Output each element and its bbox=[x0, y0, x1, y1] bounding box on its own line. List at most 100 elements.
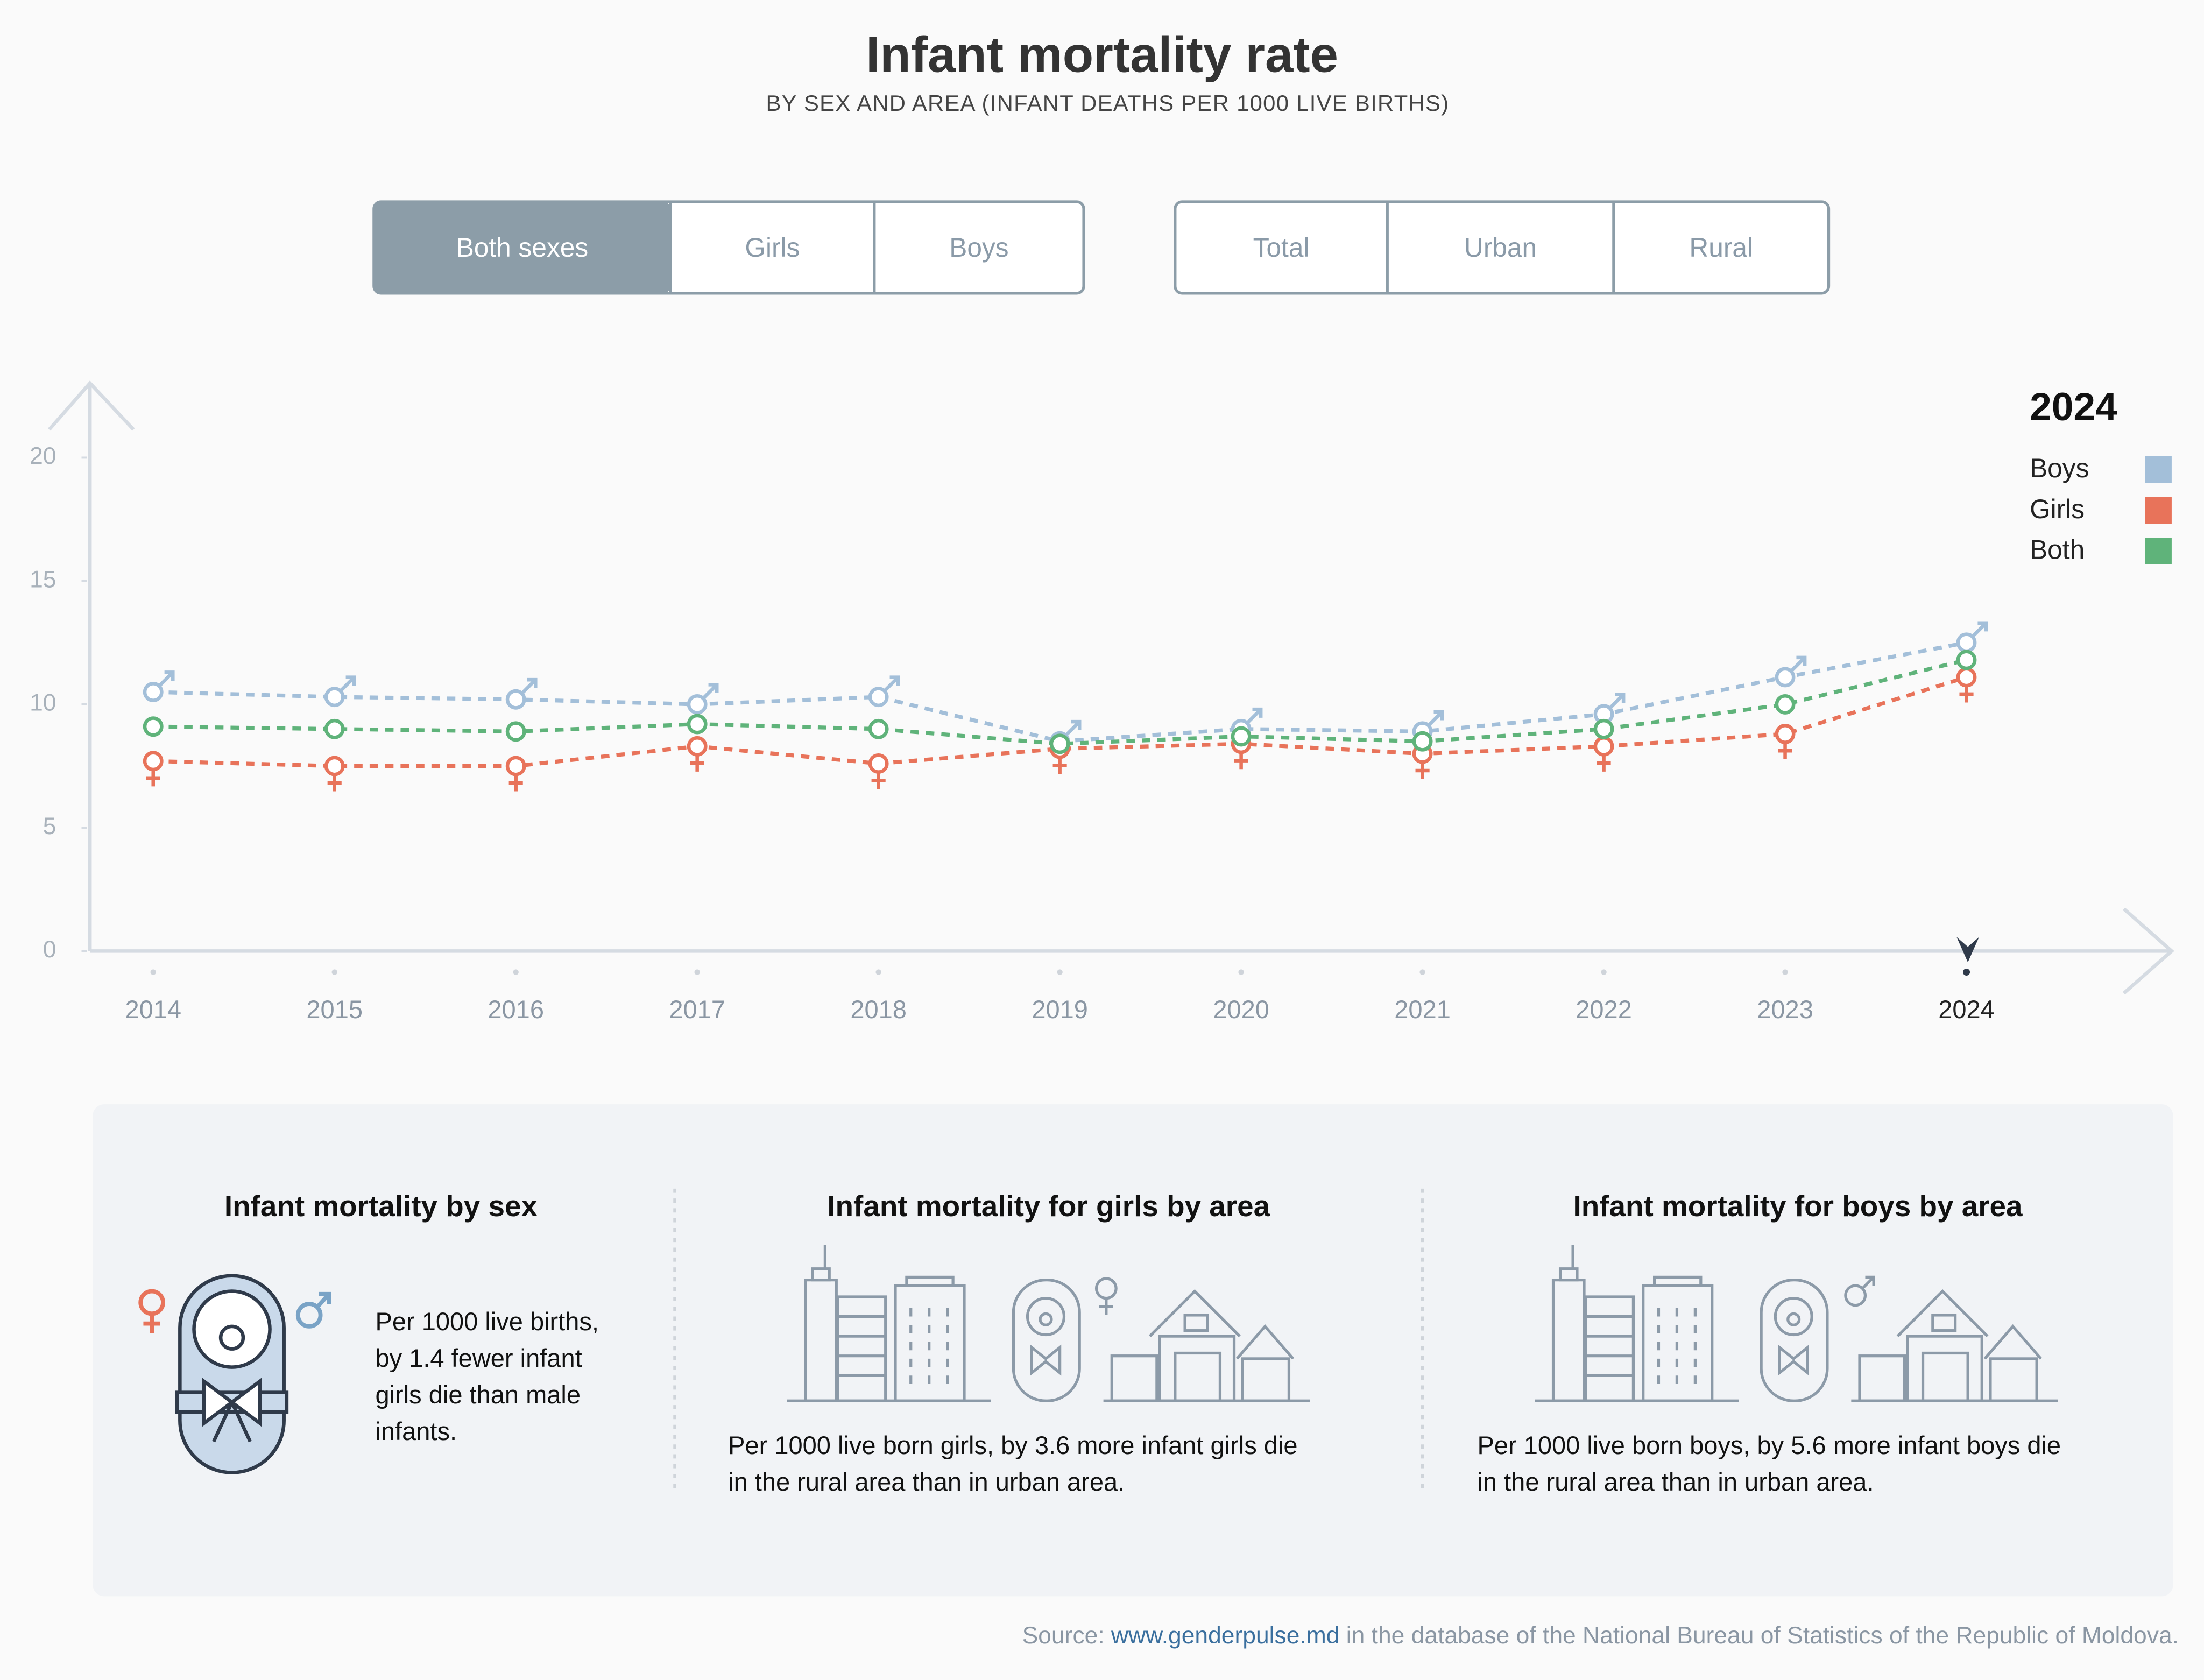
y-tick-label: 10 bbox=[30, 690, 56, 716]
point bbox=[143, 682, 164, 702]
female-symbol bbox=[871, 772, 886, 789]
point bbox=[324, 687, 345, 708]
male-symbol bbox=[1428, 710, 1444, 726]
female-symbol bbox=[327, 774, 342, 792]
point bbox=[505, 689, 526, 710]
chart-title: Infant mortality rate bbox=[866, 26, 1338, 82]
panel-text: infants. bbox=[375, 1417, 457, 1445]
point bbox=[687, 736, 708, 757]
female-symbol bbox=[1778, 742, 1792, 759]
x-tick bbox=[694, 969, 700, 975]
female-symbol bbox=[1959, 686, 1974, 703]
point bbox=[1593, 736, 1614, 757]
female-symbol bbox=[1597, 754, 1611, 772]
point bbox=[324, 756, 345, 777]
female-symbol bbox=[690, 754, 704, 772]
panel-text: Per 1000 live born girls, by 3.6 more in… bbox=[728, 1431, 1297, 1459]
series-line bbox=[153, 640, 1967, 744]
point bbox=[1412, 731, 1433, 752]
y-tick-label: 15 bbox=[30, 566, 56, 592]
legend-swatch bbox=[2145, 497, 2172, 524]
male-symbol bbox=[1065, 719, 1082, 736]
point bbox=[1775, 694, 1796, 715]
panel-text: girls die than male bbox=[375, 1380, 581, 1409]
button[interactable]: Boys bbox=[949, 232, 1008, 263]
panel-text: Per 1000 live births, bbox=[375, 1307, 599, 1336]
legend-label: Girls bbox=[2030, 494, 2085, 524]
x-tick bbox=[150, 969, 156, 975]
x-tick bbox=[1963, 969, 1970, 976]
point bbox=[324, 718, 345, 739]
point bbox=[687, 694, 708, 715]
x-tick bbox=[331, 969, 337, 975]
source: Source: www.genderpulse.md in the databa… bbox=[1022, 1622, 2179, 1649]
panel-text: in the rural area than in urban area. bbox=[728, 1467, 1125, 1496]
point bbox=[1231, 726, 1252, 747]
point bbox=[687, 714, 708, 735]
source-link[interactable]: www.genderpulse.md bbox=[1111, 1622, 1339, 1649]
button[interactable]: Girls bbox=[745, 232, 800, 263]
panel-title: Infant mortality by sex bbox=[224, 1189, 538, 1223]
y-tick-label: 20 bbox=[30, 443, 56, 469]
point bbox=[1775, 723, 1796, 744]
female-symbol bbox=[1052, 757, 1067, 774]
x-tick-label: 2015 bbox=[306, 995, 363, 1023]
button[interactable]: Rural bbox=[1689, 232, 1753, 263]
source-prefix: Source: bbox=[1022, 1622, 1105, 1649]
legend-swatch bbox=[2145, 456, 2172, 483]
x-tick-label: 2021 bbox=[1394, 995, 1451, 1023]
gender-icons bbox=[1094, 1275, 1875, 1315]
legend-title: 2024 bbox=[2030, 385, 2117, 429]
male-symbol bbox=[1609, 693, 1626, 709]
point bbox=[143, 716, 164, 737]
point bbox=[505, 721, 526, 742]
source-suffix: in the database of the National Bureau o… bbox=[1346, 1622, 2179, 1649]
x-tick bbox=[875, 969, 881, 975]
panel-bg bbox=[93, 1104, 2173, 1597]
x-tick-label: 2023 bbox=[1757, 995, 1813, 1023]
button[interactable]: Both sexes bbox=[456, 232, 589, 263]
legend-label: Both bbox=[2030, 535, 2085, 565]
year-pointer bbox=[1956, 937, 1980, 963]
button[interactable]: Total bbox=[1253, 232, 1310, 263]
legend-label: Boys bbox=[2030, 453, 2089, 483]
legend: Boys Girls Both bbox=[2030, 453, 2172, 565]
point bbox=[505, 756, 526, 777]
male-symbol bbox=[1972, 621, 1988, 637]
button-active bbox=[373, 202, 671, 293]
baby-icon bbox=[138, 1274, 331, 1474]
y-tick-label: 0 bbox=[43, 936, 56, 963]
panel-title: Infant mortality for boys by area bbox=[1573, 1189, 2023, 1223]
x-tick-label: 2017 bbox=[669, 995, 725, 1023]
female-symbol bbox=[1415, 762, 1430, 779]
point bbox=[868, 753, 889, 774]
x-tick bbox=[1238, 969, 1244, 975]
point bbox=[1956, 650, 1977, 670]
button-group bbox=[1174, 200, 1831, 295]
x-tick bbox=[1419, 969, 1425, 975]
female-symbol bbox=[1234, 752, 1248, 770]
male-symbol bbox=[884, 675, 900, 691]
y-tick-label: 5 bbox=[43, 813, 56, 839]
x-tick-label: 2020 bbox=[1213, 995, 1269, 1023]
male-symbol bbox=[340, 675, 356, 691]
panel-text: by 1.4 fewer infant bbox=[375, 1344, 582, 1372]
male-symbol bbox=[159, 670, 175, 687]
point bbox=[1956, 632, 1977, 653]
female-symbol bbox=[508, 774, 523, 792]
male-symbol bbox=[521, 677, 538, 694]
panels: Infant mortality by sex Per 1000 live bir… bbox=[224, 1189, 2061, 1496]
x-tick bbox=[1782, 969, 1788, 975]
panel-title: Infant mortality for girls by area bbox=[827, 1189, 1270, 1223]
button[interactable]: Urban bbox=[1464, 232, 1537, 263]
panel-text: Per 1000 live born boys, by 5.6 more inf… bbox=[1477, 1431, 2061, 1459]
male-symbol bbox=[1791, 655, 1807, 672]
x-tick bbox=[513, 969, 519, 975]
point bbox=[143, 751, 164, 772]
point bbox=[868, 687, 889, 708]
point bbox=[1049, 733, 1070, 754]
point bbox=[1775, 667, 1796, 688]
chart-subtitle: BY SEX AND AREA (INFANT DEATHS PER 1000 … bbox=[766, 90, 1449, 116]
